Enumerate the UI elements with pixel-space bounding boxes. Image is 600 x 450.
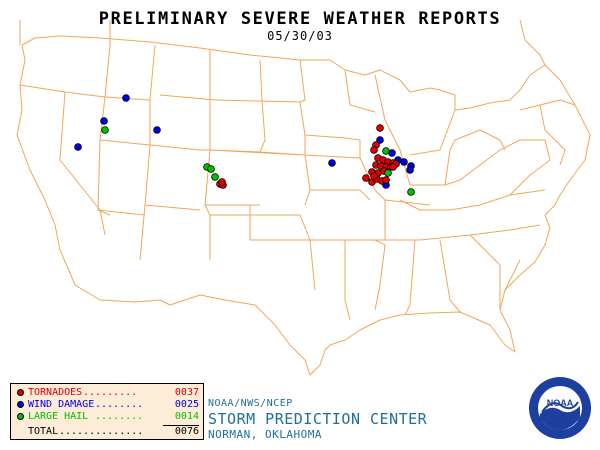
report-marker (122, 94, 130, 102)
legend-row-tornadoes: TORNADOES .......... 0037 (17, 387, 199, 399)
legend-count-tornadoes: 0037 (174, 387, 199, 398)
report-marker (328, 159, 336, 167)
report-marker (370, 146, 378, 154)
map-date: 05/30/03 (267, 29, 333, 43)
report-marker (362, 174, 370, 182)
report-marker (400, 158, 408, 166)
report-marker (101, 126, 109, 134)
noaa-logo-text: NOAA (547, 398, 574, 408)
report-marker (376, 136, 384, 144)
legend-label-total: TOTAL (28, 426, 59, 437)
wind-marker-icon (17, 401, 24, 408)
report-marker (388, 149, 396, 157)
state-lines-west (19, 44, 210, 261)
report-marker (389, 163, 397, 171)
report-marker (207, 165, 215, 173)
legend-label-tornadoes: TORNADOES (28, 387, 83, 398)
legend-leader: ........ (95, 411, 144, 422)
legend-count-hail: 0014 (174, 411, 199, 422)
total-rule (163, 425, 199, 426)
legend-leader: .............. (59, 426, 144, 437)
report-marker (74, 143, 82, 151)
legend-label-wind: WIND DAMAGE (28, 399, 95, 410)
agency-name: NOAA/NWS/NCEP (208, 398, 293, 409)
report-marker (218, 178, 226, 186)
report-marker (376, 124, 384, 132)
state-lines-central (299, 59, 431, 321)
legend-row-total: TOTAL .............. 0076 (17, 426, 199, 438)
report-marker (211, 173, 219, 181)
report-marker (153, 126, 161, 134)
state-lines-plains (159, 50, 316, 291)
legend-row-hail: LARGE HAIL ........ 0014 (17, 411, 199, 423)
center-name: STORM PREDICTION CENTER (208, 410, 428, 428)
report-marker (406, 166, 414, 174)
tornado-marker-icon (17, 389, 24, 396)
center-location: NORMAN, OKLAHOMA (208, 428, 322, 441)
hail-marker-icon (17, 413, 24, 420)
legend-label-hail: LARGE HAIL (28, 411, 89, 422)
report-marker (382, 176, 390, 184)
noaa-logo-icon: NOAA (529, 377, 591, 439)
report-marker (100, 117, 108, 125)
legend-count-total: 0076 (174, 426, 199, 437)
report-legend: TORNADOES .......... 0037 WIND DAMAGE ..… (10, 383, 204, 440)
legend-count-wind: 0025 (174, 399, 199, 410)
report-marker (407, 188, 415, 196)
report-marker (370, 172, 378, 180)
state-lines-east (344, 69, 576, 316)
map-title: PRELIMINARY SEVERE WEATHER REPORTS (98, 9, 502, 29)
report-marker (384, 169, 392, 177)
spc-footer: NOAA/NWS/NCEP STORM PREDICTION CENTER NO… (208, 398, 427, 441)
legend-leader: .......... (83, 387, 135, 398)
legend-leader: ........ (95, 399, 144, 410)
us-outline (16, 35, 591, 376)
legend-row-wind: WIND DAMAGE ........ 0025 (17, 399, 199, 411)
canada-border (19, 19, 546, 66)
